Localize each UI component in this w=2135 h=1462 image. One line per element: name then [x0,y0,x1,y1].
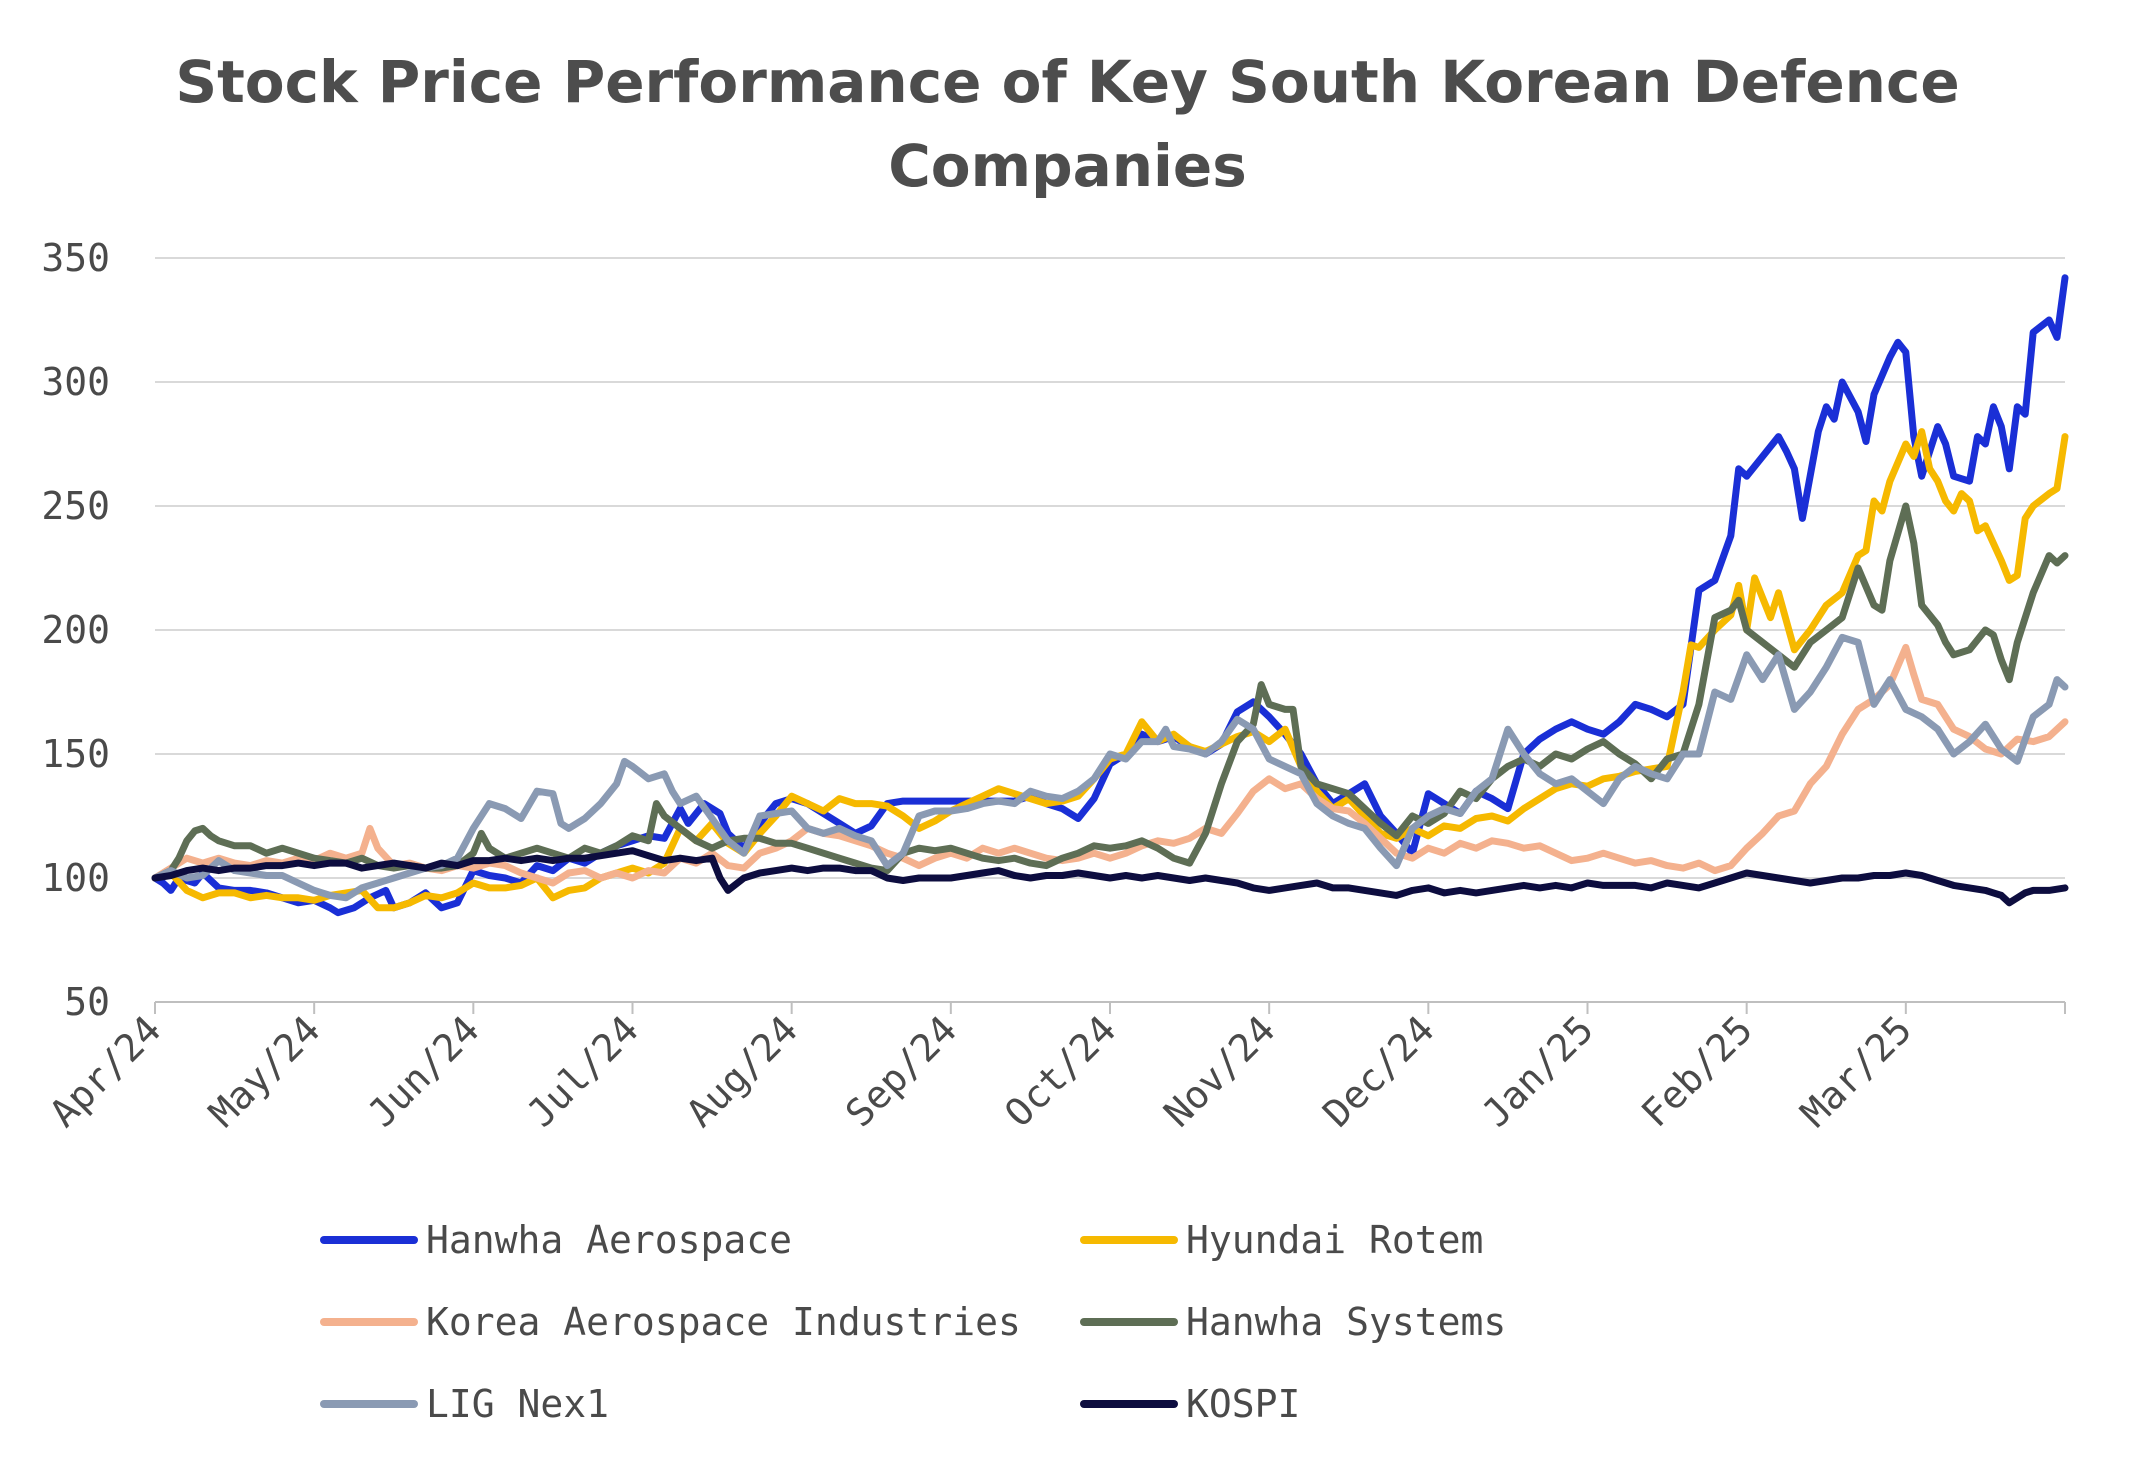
series-line-hyundai-rotem [151,428,2069,912]
x-tick-label: Sep/24 [837,1007,965,1135]
gridlines [155,257,2065,879]
legend: Hanwha Aerospace Hyundai Rotem Korea Aeros… [320,1210,1820,1434]
legend-item-hyundai-rotem: Hyundai Rotem [1080,1210,1820,1270]
legend-label: Korea Aerospace Industries [426,1300,1021,1344]
legend-item-hanwha-systems: Hanwha Systems [1080,1292,1820,1352]
series-line-lig-nex1 [151,633,2069,902]
x-axis [154,1001,2066,1014]
legend-label: KOSPI [1186,1382,1301,1426]
x-tick-label: Jun/24 [360,1007,488,1135]
x-tick-label: Feb/25 [1633,1007,1761,1135]
legend-swatch [320,1400,418,1408]
legend-swatch [1080,1236,1178,1244]
series-line-kospi [151,847,2069,907]
x-tick-label: Jul/24 [519,1007,647,1135]
chart-title-line-1: Stock Price Performance of Key South Kor… [175,48,1960,116]
legend-item-korea-aerospace-industries: Korea Aerospace Industries [320,1292,1080,1352]
y-tick-label: 150 [41,732,110,776]
x-tick-label: Nov/24 [1155,1007,1283,1135]
legend-label: Hanwha Aerospace [426,1218,793,1262]
legend-label: Hanwha Systems [1186,1300,1507,1344]
legend-label: LIG Nex1 [426,1382,610,1426]
x-tick-label: Jan/25 [1474,1007,1602,1135]
x-axis-tick-labels: Apr/24 May/24 Jun/24 Jul/24 Aug/24 Sep/24 Oct/… [41,1007,1920,1135]
legend-swatch [320,1236,418,1244]
legend-item-hanwha-aerospace: Hanwha Aerospace [320,1210,1080,1270]
chart-title-line-2: Companies [888,132,1247,200]
y-tick-label: 250 [41,484,110,528]
y-tick-label: 50 [64,980,110,1024]
y-tick-label: 200 [41,608,110,652]
x-tick-label: Dec/24 [1315,1007,1443,1135]
legend-item-lig-nex1: LIG Nex1 [320,1374,1080,1434]
legend-label: Hyundai Rotem [1186,1218,1484,1262]
legend-swatch [1080,1400,1178,1408]
x-tick-label: Oct/24 [996,1007,1124,1135]
y-tick-label: 100 [41,856,110,900]
series-lines [151,274,2069,917]
y-tick-label: 350 [41,236,110,280]
x-tick-label: Apr/24 [41,1007,169,1135]
x-tick-label: Mar/25 [1792,1007,1920,1135]
legend-swatch [1080,1318,1178,1326]
legend-swatch [320,1318,418,1326]
series-line-hanwha-systems [151,502,2069,882]
y-axis-tick-labels: 350 300 250 200 150 100 50 [41,236,110,1024]
x-tick-label: May/24 [200,1007,328,1135]
y-tick-label: 300 [41,360,110,404]
chart-title: Stock Price Performance of Key South Kor… [0,40,2135,208]
legend-item-kospi: KOSPI [1080,1374,1820,1434]
x-tick-label: Aug/24 [678,1007,806,1135]
